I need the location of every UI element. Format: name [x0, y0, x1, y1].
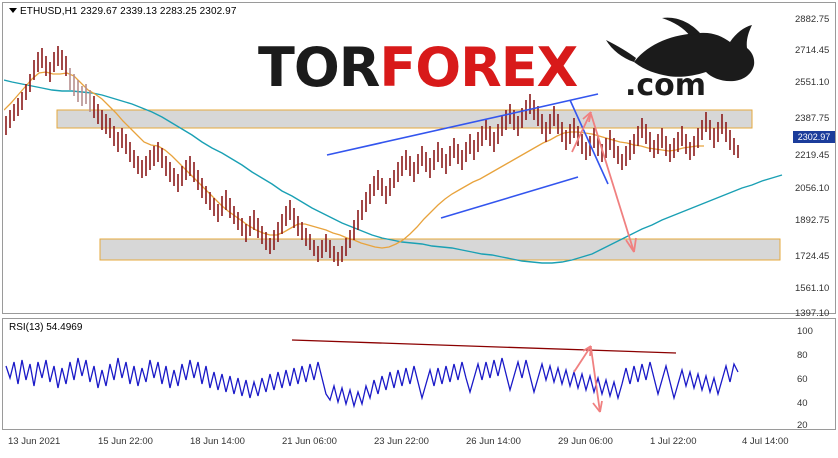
y-tick-rsi-1: 80 — [797, 350, 808, 361]
y-tick-price-0: 2882.75 — [795, 14, 830, 25]
y-tick-price-7: 1724.45 — [795, 251, 830, 262]
x-tick-8: 4 Jul 14:00 — [742, 436, 789, 447]
y-tick-price-6: 1892.75 — [795, 215, 830, 226]
rsi-chart-panel[interactable]: RSI(13) 54.4969 — [2, 318, 836, 430]
x-tick-2: 18 Jun 14:00 — [190, 436, 245, 447]
y-tick-price-9: 1397.10 — [795, 308, 830, 319]
x-tick-7: 1 Jul 22:00 — [650, 436, 697, 447]
y-tick-price-3: 2387.75 — [795, 113, 830, 124]
x-tick-6: 29 Jun 06:00 — [558, 436, 613, 447]
symbol-header-text: ETHUSD,H1 2329.67 2339.13 2283.25 2302.9… — [20, 6, 237, 17]
x-tick-4: 23 Jun 22:00 — [374, 436, 429, 447]
y-tick-rsi-2: 60 — [797, 374, 808, 385]
y-tick-price-1: 2714.45 — [795, 45, 830, 56]
y-tick-price-8: 1561.10 — [795, 283, 830, 294]
y-tick-price-4: 2219.45 — [795, 150, 830, 161]
y-tick-price-5: 2056.10 — [795, 183, 830, 194]
x-tick-1: 15 Jun 22:00 — [98, 436, 153, 447]
current-price-tag: 2302.97 — [793, 131, 835, 143]
x-tick-5: 26 Jun 14:00 — [466, 436, 521, 447]
price-chart-panel[interactable]: ETHUSD,H1 2329.67 2339.13 2283.25 2302.9… — [2, 2, 836, 314]
y-tick-price-2: 2551.10 — [795, 77, 830, 88]
y-tick-rsi-3: 40 — [797, 398, 808, 409]
y-tick-rsi-0: 100 — [797, 326, 813, 337]
x-tick-3: 21 Jun 06:00 — [282, 436, 337, 447]
x-tick-0: 13 Jun 2021 — [8, 436, 61, 447]
y-tick-rsi-4: 20 — [797, 420, 808, 431]
symbol-header: ETHUSD,H1 2329.67 2339.13 2283.25 2302.9… — [9, 6, 236, 17]
triangle-down-icon[interactable] — [9, 7, 17, 13]
rsi-label: RSI(13) 54.4969 — [9, 322, 83, 333]
